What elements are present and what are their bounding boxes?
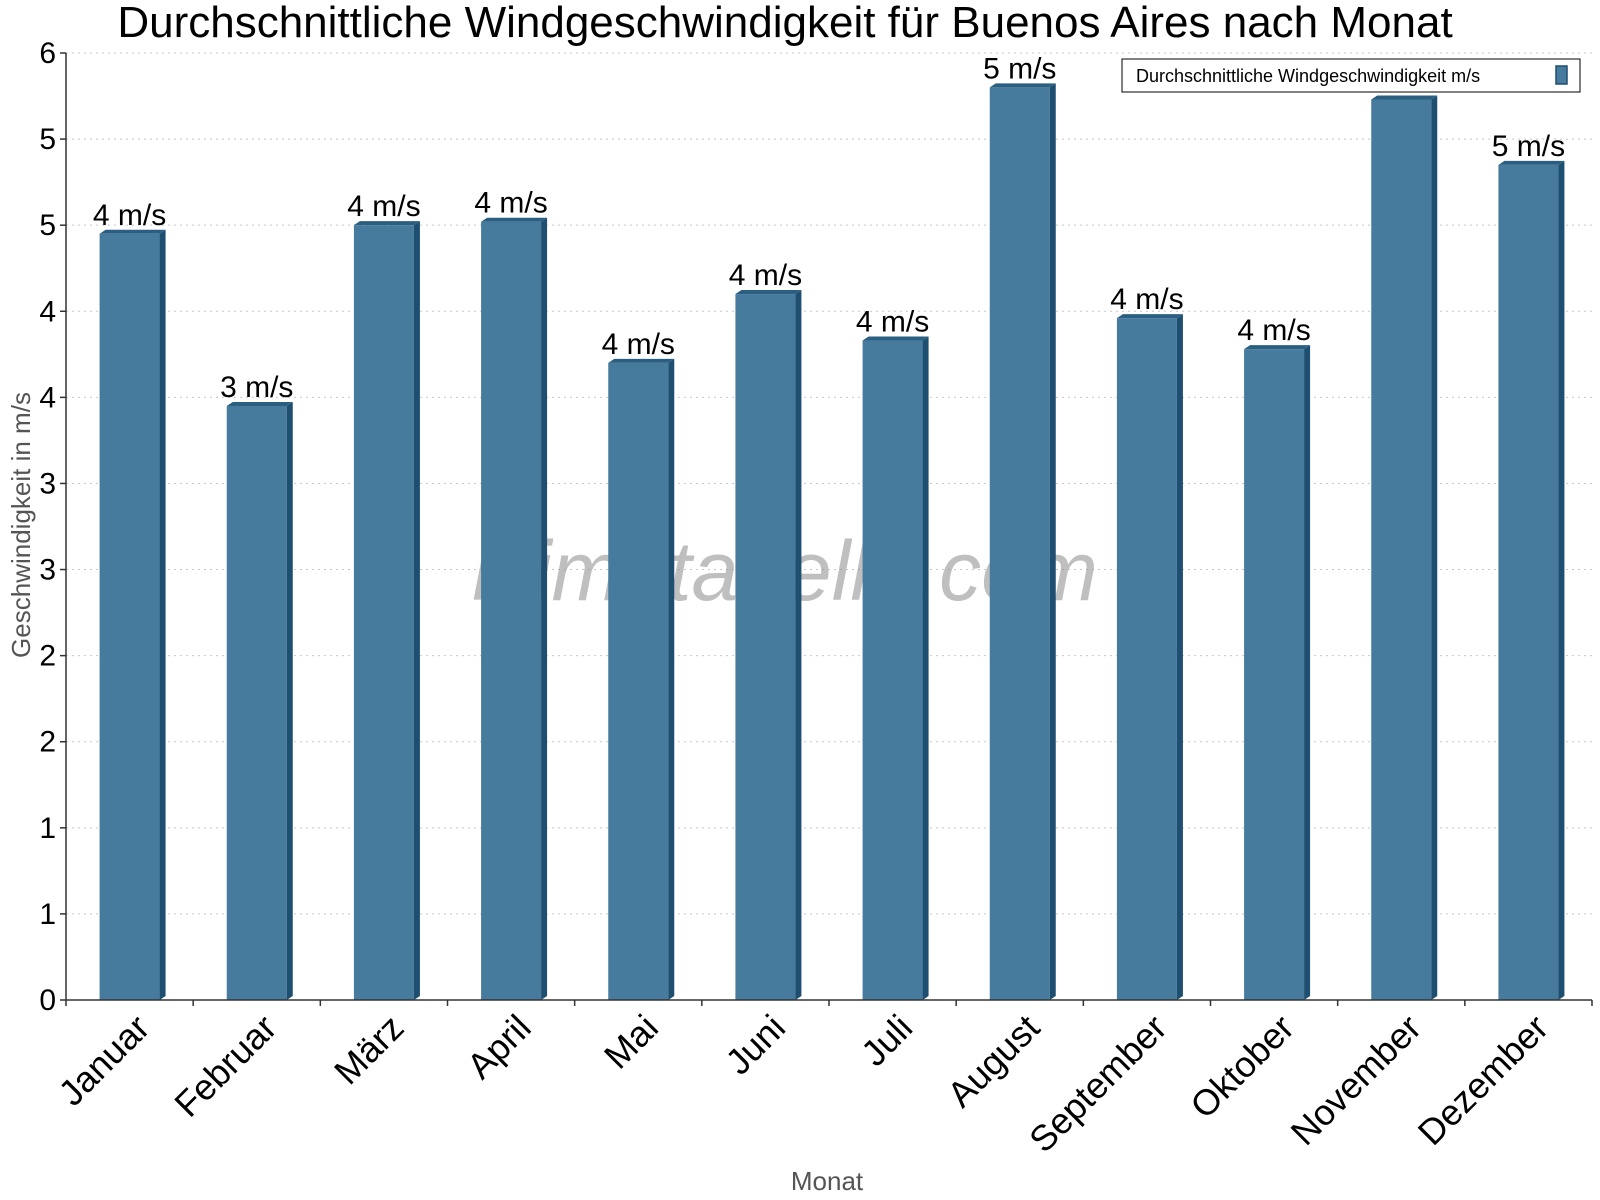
bar-front [1371,99,1432,1001]
legend-swatch [1555,65,1568,85]
bar-top [226,401,293,406]
bar-top [1116,314,1183,319]
x-tick-label: November [1282,1007,1428,1153]
bar-front [99,233,160,1001]
bar-top [735,290,802,295]
data-label: 4 m/s [347,190,420,223]
x-tick-label: August [939,1007,1047,1115]
bar-februar [226,401,293,1000]
bar-juli [862,336,929,1000]
bar-front [1116,318,1177,1000]
y-tick-label: 1 [39,812,56,845]
bar-side [1304,345,1311,1001]
axes [65,53,1593,1006]
bar-side [286,401,293,1000]
data-label: 5 m/s [983,52,1056,85]
bar-side [922,336,929,1000]
y-tick-label: 2 [39,726,56,759]
bar-front [989,87,1050,1001]
bar-top [989,83,1056,88]
bar-dezember [1498,160,1565,1000]
y-tick-labels: 0 1 1 2 2 3 3 4 4 5 5 6 [39,37,66,1017]
chart-title: Durchschnittliche Windgeschwindigkeit fü… [117,0,1452,47]
bar-top [353,221,420,226]
y-tick-label: 2 [39,640,56,673]
data-label: 4 m/s [856,306,929,339]
data-label: 4 m/s [602,328,675,361]
x-axis-title: Monat [791,1166,864,1196]
y-tick-label: 5 [39,123,56,156]
bar-top [862,336,929,341]
legend-box [1121,58,1581,93]
y-tick-label: 3 [39,554,56,587]
bar-front [481,221,542,1001]
bar-side [413,221,420,1000]
bar-november [1371,95,1438,1001]
data-label: 4 m/s [1110,283,1183,316]
bar-september [1116,314,1183,1000]
bar-front [226,405,287,1000]
data-label: 4 m/s [474,187,547,220]
x-tick-label: Februar [166,1007,284,1125]
bar-side [541,217,548,1001]
bar-side [668,358,675,1001]
x-tick-label: Juli [853,1007,920,1074]
y-tick-label: 6 [39,37,56,70]
bar-top [608,358,675,363]
bar-side [159,229,166,1001]
bar-front [608,362,669,1001]
bar-top [1244,345,1311,350]
bar-top [1498,160,1565,165]
x-tick-label: Mai [596,1007,666,1077]
data-label: 4 m/s [729,259,802,292]
bar-side [1431,95,1438,1001]
legend: Durchschnittliche Windgeschwindigkeit m/… [1121,58,1581,93]
y-tick-label: 0 [39,984,56,1017]
bar-front [353,225,414,1000]
bar-side [1176,314,1183,1000]
y-axis-title: Geschwindigkeit in m/s [6,392,36,658]
x-tick-label: Januar [50,1007,157,1114]
bar-august [989,83,1056,1001]
bar-front [862,340,923,1000]
y-tick-label: 5 [39,209,56,242]
y-tick-label: 4 [39,381,56,414]
bar-top [1371,95,1438,100]
bar-oktober [1244,345,1311,1001]
x-tick-label: September [1021,1007,1175,1161]
y-tick-label: 4 [39,295,56,328]
bar-front [735,294,796,1000]
data-label: 4 m/s [1237,314,1310,347]
bar-front [1498,164,1559,1000]
x-tick-label: Juni [717,1007,793,1083]
bar-top [481,217,548,222]
bar-mai [608,358,675,1001]
x-tick-label: Oktober [1182,1007,1302,1127]
bars [99,83,1565,1001]
bar-top [99,229,166,234]
bar-front [1244,349,1305,1001]
bar-april [481,217,548,1001]
data-label: 4 m/s [93,199,166,232]
x-tick-label: März [326,1007,412,1093]
legend-label: Durchschnittliche Windgeschwindigkeit m/… [1136,66,1480,86]
gridlines [66,52,1592,915]
bar-januar [99,229,166,1001]
data-label: 5 m/s [1492,130,1565,163]
x-tick-label: April [459,1007,539,1087]
bar-side [1049,83,1056,1001]
bar-side [1558,160,1565,1000]
x-category-labels: Januar Februar März April Mai Juni Juli AugustS… [50,1007,1556,1161]
bar-juni [735,290,802,1000]
x-tick-label: Dezember [1410,1007,1556,1153]
data-labels: 4 m/s 3 m/s 4 m/s 4 m/s 4 m/s 4 m/s 4 m/s 5 m/s… [93,52,1565,404]
bar-märz [353,221,420,1000]
data-label: 3 m/s [220,371,293,404]
y-tick-label: 3 [39,467,56,500]
y-tick-label: 1 [39,898,56,931]
bar-side [795,290,802,1000]
